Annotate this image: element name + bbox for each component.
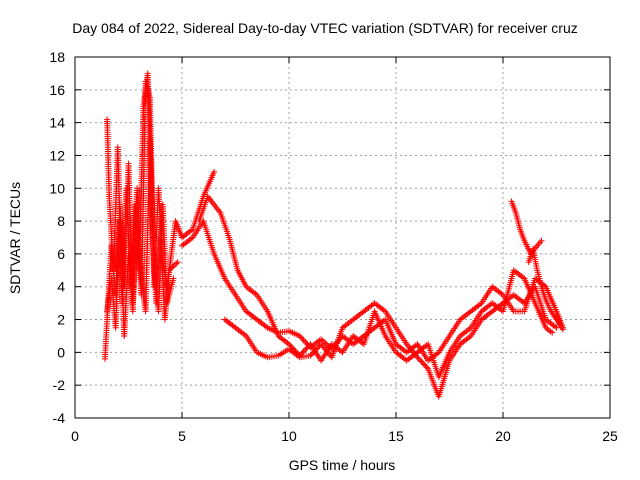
data-point — [553, 324, 560, 331]
data-point — [170, 275, 177, 282]
data-point — [307, 352, 314, 359]
y-tick-label: -4 — [53, 410, 66, 426]
data-point — [311, 348, 318, 355]
data-point — [300, 348, 307, 355]
data-point — [299, 349, 306, 356]
data-point — [415, 355, 422, 362]
data-point — [174, 259, 181, 266]
x-axis-label: GPS time / hours — [289, 457, 396, 473]
data-point — [171, 261, 178, 268]
x-tick-label: 20 — [495, 428, 511, 444]
data-point — [169, 264, 176, 271]
data-point — [296, 332, 303, 339]
data-point — [211, 168, 218, 175]
x-tick-label: 0 — [71, 428, 79, 444]
data-point — [308, 351, 315, 358]
data-point — [418, 358, 425, 365]
y-tick-label: -2 — [53, 377, 66, 393]
data-point — [167, 265, 174, 272]
data-point — [300, 337, 307, 344]
data-point — [302, 338, 309, 345]
y-tick-label: 0 — [57, 344, 65, 360]
data-point — [312, 346, 319, 353]
y-tick-label: 4 — [57, 279, 65, 295]
data-point — [314, 345, 321, 352]
data-markers — [101, 70, 566, 400]
data-point — [414, 354, 421, 361]
data-point — [302, 346, 309, 353]
data-point — [310, 349, 317, 356]
data-point — [423, 364, 430, 371]
data-point — [173, 260, 180, 267]
data-point — [549, 329, 556, 336]
data-point — [538, 237, 545, 244]
y-tick-label: 18 — [49, 49, 65, 65]
data-point — [298, 334, 305, 341]
x-tick-label: 5 — [178, 428, 186, 444]
data-point — [304, 344, 311, 351]
x-tick-label: 15 — [388, 428, 404, 444]
data-point — [299, 335, 306, 342]
y-tick-label: 16 — [49, 82, 65, 98]
y-tick-label: 6 — [57, 246, 65, 262]
axis-ticks: 0 5 10 15 20 25 -4 -2 0 2 4 6 8 10 12 14 16 18 — [49, 49, 618, 444]
y-tick-label: 10 — [49, 180, 65, 196]
y-tick-label: 12 — [49, 147, 65, 163]
data-point — [417, 357, 424, 364]
chart-title: Day 084 of 2022, Sidereal Day-to-day VTE… — [72, 20, 578, 36]
plot-frame — [74, 56, 611, 419]
data-point — [421, 361, 428, 368]
y-axis-label: SDTVAR / TECUs — [7, 182, 23, 294]
data-point — [303, 345, 310, 352]
data-point — [422, 362, 429, 369]
data-point — [319, 337, 326, 344]
data-point — [170, 263, 177, 270]
x-tick-label: 25 — [602, 428, 618, 444]
x-tick-label: 10 — [281, 428, 297, 444]
data-point — [315, 344, 322, 351]
y-tick-label: 2 — [57, 312, 65, 328]
y-tick-label: 14 — [49, 115, 65, 131]
data-point — [419, 360, 426, 367]
data-point — [559, 326, 566, 333]
y-tick-label: 8 — [57, 213, 65, 229]
